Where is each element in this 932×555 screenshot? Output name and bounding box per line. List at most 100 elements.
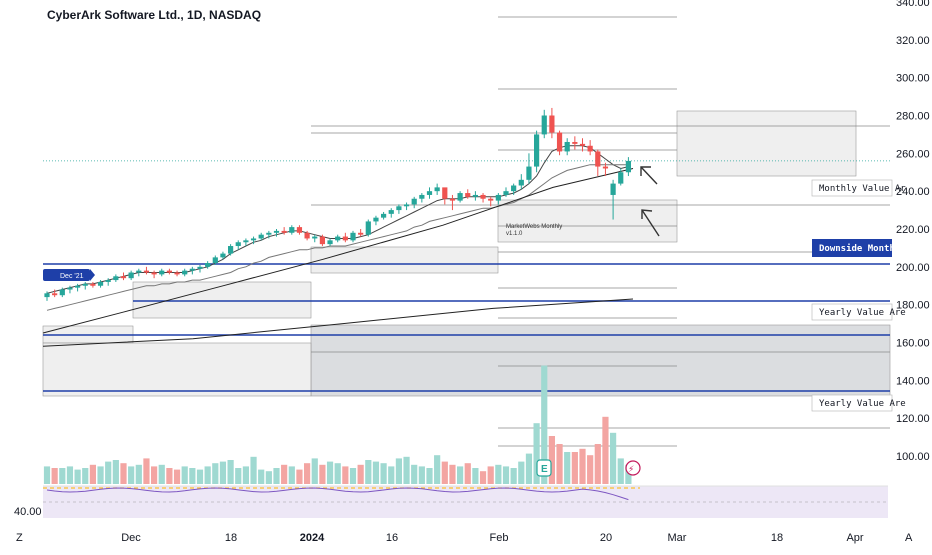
volume-bar [403, 456, 410, 484]
candle-body [319, 236, 325, 245]
annotations: Dec '21 Monthly Value Ar Yearly Value Are Y… [43, 166, 906, 477]
candle-body [97, 281, 104, 286]
value-area-label: Yearly Value Are [819, 308, 906, 318]
value-area-label-box [811, 394, 893, 412]
candle-body [143, 270, 150, 273]
volume-bar [189, 468, 196, 484]
volume-bar [43, 466, 51, 484]
candle-body [105, 280, 111, 282]
x-tick-label: Feb [490, 532, 509, 544]
value-area-zone [676, 110, 857, 177]
rsi-pane: 40.00 [14, 485, 888, 518]
volume-bar [258, 469, 265, 484]
volume-bar [372, 461, 380, 484]
y-tick-label: 180.00 [896, 300, 930, 312]
candle-body [480, 194, 486, 199]
candle-body [556, 132, 563, 152]
candle-body [75, 285, 81, 288]
candle-body [426, 191, 433, 195]
volume-bars [43, 365, 632, 484]
candle-body [465, 193, 471, 197]
value-area-zone [310, 324, 891, 397]
candle-body [258, 234, 264, 239]
volume-bar [281, 464, 288, 484]
candle-body [327, 240, 333, 245]
candle-body [52, 293, 58, 296]
candle-body [228, 246, 234, 254]
candle-body [174, 272, 180, 275]
volume-bar [59, 468, 66, 484]
candle-body [449, 198, 456, 201]
volume-bar [151, 466, 158, 484]
volume-bar [556, 444, 563, 484]
volume-bar [166, 468, 173, 484]
candle-body [182, 270, 188, 275]
volume-bar [143, 458, 150, 484]
volume-bar [97, 466, 104, 484]
volume-bar [510, 468, 517, 484]
volume-bar [304, 463, 311, 484]
value-area-zone [497, 199, 678, 243]
volume-bar [617, 458, 624, 484]
volume-bar [479, 471, 487, 484]
candle-body [136, 270, 142, 273]
volume-bar [441, 461, 448, 484]
volume-bar [173, 469, 181, 484]
volume-bar [296, 469, 303, 484]
value-area-label: Monthly Value Ar [819, 184, 906, 194]
volume-bar [357, 464, 364, 484]
dividend-badge-text: ⚡ [628, 465, 634, 475]
y-tick-label: 340.00 [896, 0, 930, 9]
volume-bar [128, 466, 135, 484]
dividend-badge [625, 460, 641, 476]
candle-body [442, 187, 448, 199]
sma-mid-line [46, 164, 629, 311]
y-tick-label: 120.00 [896, 413, 930, 425]
volume-bar [235, 468, 242, 484]
arrow-head [640, 166, 651, 176]
x-tick-label: 18 [771, 532, 783, 544]
candle-body [289, 227, 295, 233]
candle-body [411, 198, 417, 205]
volume-bar [579, 448, 586, 484]
volume-bar [227, 460, 234, 484]
x-tick-label: 2024 [300, 532, 325, 544]
candle-body [579, 143, 586, 146]
candle-body [159, 270, 165, 275]
volume-bar [457, 466, 464, 484]
volume-bar [196, 469, 204, 484]
volume-bar [610, 432, 617, 484]
candle-body [304, 232, 310, 239]
candle-body [189, 268, 195, 271]
candle-body [243, 240, 249, 243]
y-tick-label: 200.00 [896, 262, 930, 274]
volume-bar [587, 455, 594, 484]
volume-bar [89, 464, 96, 484]
earnings-badge-text: E [541, 464, 548, 475]
volume-bar [204, 466, 211, 484]
arrow-line [640, 166, 658, 185]
candle-body [488, 198, 494, 201]
candle-body [205, 263, 211, 267]
volume-bar [426, 468, 433, 484]
candle-body [120, 276, 127, 279]
volume-bar [66, 466, 74, 484]
candle-body [266, 232, 272, 235]
candle-body [595, 151, 601, 167]
volume-bar [625, 464, 632, 484]
value-area-label: Yearly Value Are [819, 399, 906, 409]
candle-body [67, 287, 73, 290]
dec21-badge [43, 269, 90, 281]
candle-body [273, 230, 280, 233]
candle-body [350, 232, 356, 241]
downside-monthly-badge [812, 239, 892, 257]
candle-body [250, 238, 257, 241]
candle-body [381, 213, 387, 218]
candle-body [220, 253, 226, 258]
volume-bar [418, 466, 425, 484]
volume-bar [250, 456, 257, 484]
y-tick-label: 300.00 [896, 73, 930, 85]
volume-bar [273, 468, 280, 484]
volume-bar [342, 466, 349, 484]
